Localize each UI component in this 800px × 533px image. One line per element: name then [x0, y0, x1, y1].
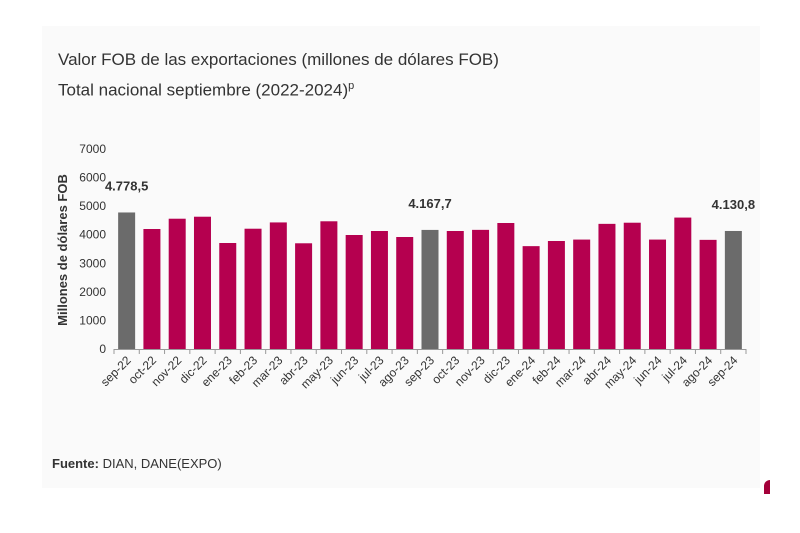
bar-ago-23 — [396, 237, 414, 349]
source-label: Fuente: — [52, 456, 99, 471]
bar-ene-23 — [219, 243, 237, 349]
bar-feb-23 — [244, 228, 262, 349]
bar-oct-22 — [143, 229, 161, 349]
bar-nov-23 — [472, 229, 490, 349]
bars — [118, 212, 742, 349]
bar-ago-24 — [699, 239, 717, 349]
bar-sep-24 — [724, 230, 742, 349]
bar-dic-23 — [497, 223, 515, 349]
y-ticks: 0 1000 2000 3000 4000 5000 6000 7000 — [79, 142, 106, 356]
data-label: 4.167,7 — [408, 196, 451, 211]
x-axis: sep-22oct-22nov-22dic-22ene-23feb-23mar-… — [98, 349, 747, 391]
preliminary-mark: p — [348, 80, 355, 92]
bar-nov-22 — [168, 218, 186, 349]
corner-decoration — [764, 480, 770, 494]
source-note: Fuente: DIAN, DANE(EXPO) — [52, 456, 222, 471]
bar-abr-23 — [295, 243, 313, 349]
y-axis-title: Millones de dólares FOB — [55, 174, 70, 326]
x-tick-label: sep-22 — [98, 353, 134, 389]
y-tick-label: 4000 — [79, 228, 106, 242]
bar-oct-23 — [446, 231, 464, 349]
chart-title: Valor FOB de las exportaciones (millones… — [58, 50, 499, 69]
bar-jun-23 — [345, 235, 363, 349]
bar-mar-23 — [269, 222, 287, 349]
bar-jul-23 — [370, 231, 388, 349]
y-tick-label: 0 — [99, 342, 106, 356]
bar-feb-24 — [547, 241, 565, 349]
bar-ene-24 — [522, 246, 540, 349]
x-tick-label: jun-24 — [630, 353, 664, 387]
source-text: DIAN, DANE(EXPO) — [98, 456, 222, 471]
bar-sep-23 — [421, 229, 439, 349]
bar-jul-24 — [674, 217, 692, 349]
bar-abr-24 — [598, 223, 616, 349]
chart-subtitle-text: Total nacional septiembre (2022-2024) — [58, 80, 349, 100]
y-tick-label: 7000 — [79, 142, 106, 156]
data-labels: 4.778,5 4.167,7 4.130,8 — [105, 178, 755, 212]
bar-dic-22 — [193, 216, 211, 349]
bar-mar-24 — [573, 239, 591, 349]
chart-subtitle: Total nacional septiembre (2022-2024)p — [58, 80, 354, 101]
bar-sep-22 — [118, 212, 136, 349]
y-tick-label: 2000 — [79, 285, 106, 299]
y-tick-label: 6000 — [79, 171, 106, 185]
data-label: 4.130,8 — [712, 197, 755, 212]
x-tick-label: jun-23 — [327, 353, 361, 387]
y-tick-label: 5000 — [79, 199, 106, 213]
y-axis-title-group: Millones de dólares FOB — [55, 174, 70, 326]
bar-may-24 — [623, 222, 641, 349]
data-label: 4.778,5 — [105, 178, 148, 193]
y-tick-label: 3000 — [79, 256, 106, 270]
bar-may-23 — [320, 221, 338, 349]
y-tick-label: 1000 — [79, 313, 106, 327]
bar-jun-24 — [649, 239, 667, 349]
